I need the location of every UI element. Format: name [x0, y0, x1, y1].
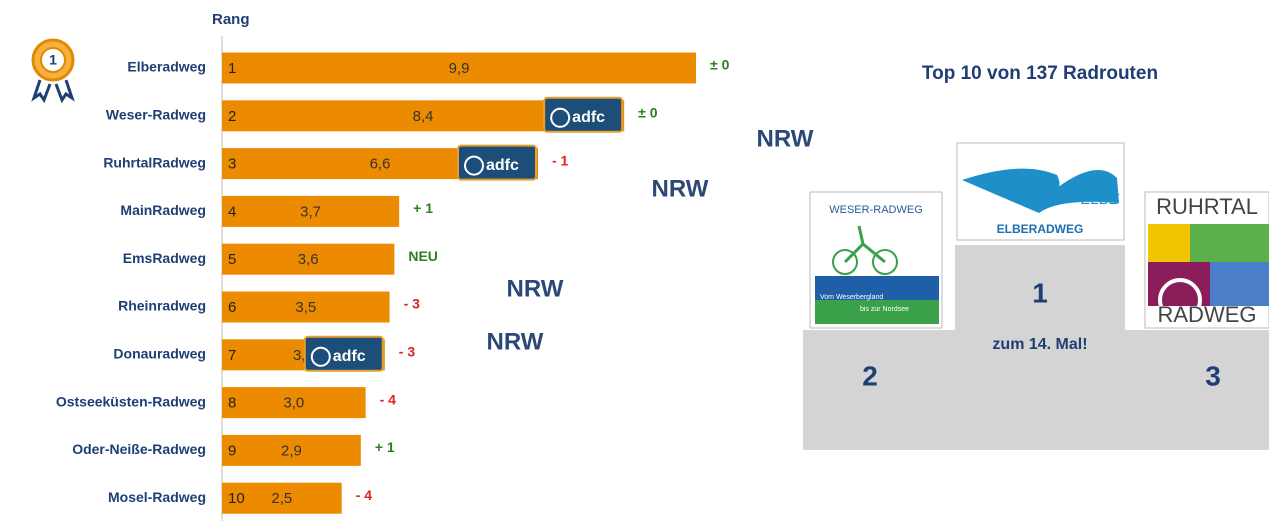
change-label: NEU [408, 248, 438, 264]
change-label: ± 0 [638, 105, 658, 121]
place-third: 3 [1205, 360, 1221, 391]
change-label: - 4 [380, 391, 397, 407]
elbe-logo: ELBE ELBERADWEG [957, 143, 1124, 240]
podium-note: zum 14. Mal! [992, 336, 1087, 353]
change-label: - 3 [399, 344, 416, 360]
category-label: Weser-Radweg [106, 107, 206, 123]
change-label: ± 0 [710, 57, 730, 73]
value-label: 8,4 [413, 108, 434, 125]
value-label: 2,9 [281, 442, 302, 459]
category-label: Oder-Neiße-Radweg [72, 441, 206, 457]
change-label: - 4 [356, 487, 373, 503]
value-label: 3,5 [295, 299, 316, 316]
nrw-annotation: NRW [757, 125, 814, 152]
badge-text: adfc [572, 109, 605, 126]
adfc-badge: adfc [544, 98, 622, 132]
change-label: + 1 [413, 200, 433, 216]
category-label: Mosel-Radweg [108, 489, 206, 505]
badge-text: adfc [333, 348, 366, 365]
place-second: 2 [862, 360, 878, 391]
place-first: 1 [1032, 277, 1048, 308]
rank-label: 10 [228, 490, 245, 507]
change-label: - 3 [404, 296, 421, 312]
elbe-name: ELBERADWEG [997, 222, 1084, 236]
badge-text: adfc [486, 157, 519, 174]
category-label: Donauradweg [113, 346, 206, 362]
value-label: 3,6 [298, 251, 319, 268]
category-label: RuhrtalRadweg [103, 154, 206, 170]
weser-logo: WESER-RADWEG Vom Weserbergland bis zur N… [810, 192, 942, 328]
medal: 1 [33, 40, 73, 100]
medal-number: 1 [49, 52, 57, 68]
adfc-badge: adfc [458, 146, 536, 180]
infographic: Rang 1 Top 10 von 137 Radrouten 1 zum 14… [0, 0, 1269, 521]
rank-label: 7 [228, 347, 236, 364]
change-label: - 1 [552, 152, 569, 168]
ruhrtal-bottom: RADWEG [1158, 302, 1257, 327]
rank-label: 9 [228, 442, 236, 459]
ruhrtal-logo: RUHRTAL RADWEG [1145, 192, 1269, 328]
weser-line1: Vom Weserbergland [820, 294, 883, 301]
category-label: MainRadweg [120, 202, 206, 218]
adfc-badge: adfc [305, 337, 383, 371]
elbe-mark: ELBE [1081, 191, 1120, 208]
rank-label: 1 [228, 60, 236, 77]
weser-line2: bis zur Nordsee [860, 306, 909, 313]
rank-label: 3 [228, 156, 236, 173]
change-label: + 1 [375, 439, 395, 455]
category-label: Rheinradweg [118, 298, 206, 314]
rank-header: Rang [212, 11, 250, 28]
category-label: EmsRadweg [123, 250, 206, 266]
value-label: 3,7 [300, 203, 321, 220]
value-label: 9,9 [449, 60, 470, 77]
rank-label: 2 [228, 108, 236, 125]
value-label: 6,6 [370, 156, 391, 173]
rank-label: 6 [228, 299, 236, 316]
value-label: 2,5 [271, 490, 292, 507]
category-label: Ostseeküsten-Radweg [56, 393, 206, 409]
podium-title: Top 10 von 137 Radrouten [922, 63, 1158, 84]
nrw-annotation: NRW [487, 328, 544, 355]
rank-label: 8 [228, 395, 236, 412]
rank-label: 5 [228, 251, 236, 268]
ruhrtal-top: RUHRTAL [1156, 194, 1258, 219]
value-label: 3,0 [283, 395, 304, 412]
rank-label: 4 [228, 203, 236, 220]
nrw-annotation: NRW [507, 275, 564, 302]
nrw-annotation: NRW [652, 175, 709, 202]
category-label: Elberadweg [127, 59, 206, 75]
weser-title: WESER-RADWEG [829, 204, 923, 216]
